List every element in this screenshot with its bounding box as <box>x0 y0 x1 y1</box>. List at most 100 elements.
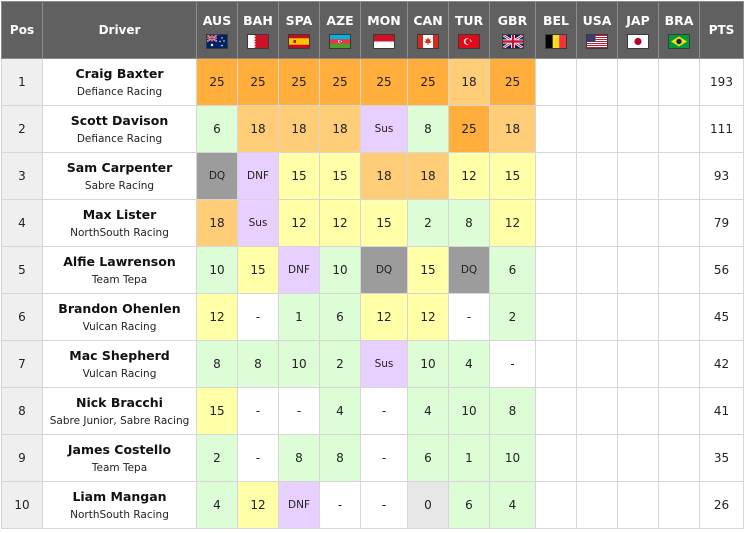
race-result-cell: 8 <box>196 340 238 388</box>
total-points-cell: 35 <box>699 434 744 482</box>
race-result-cell <box>535 434 577 482</box>
driver-cell: Liam Mangan NorthSouth Racing <box>42 481 197 529</box>
race-result-cell <box>576 340 618 388</box>
race-result-cell: 15 <box>237 246 279 294</box>
total-points-cell: 45 <box>699 293 744 341</box>
standings-body: 1 Craig Baxter Defiance Racing 25 25 25 25 25 25… <box>1 58 744 529</box>
team-name: NorthSouth Racing <box>70 226 169 239</box>
race-result-cell: Sus <box>237 199 279 247</box>
race-result-cell: 12 <box>319 199 361 247</box>
race-result-cell: 18 <box>196 199 238 247</box>
race-result-cell <box>658 199 700 247</box>
race-column-header-jap: JAP <box>617 1 659 59</box>
race-code: GBR <box>497 12 528 28</box>
race-result-cell <box>617 152 659 200</box>
race-result-cell: 10 <box>319 246 361 294</box>
race-result-cell <box>658 434 700 482</box>
race-result-cell: 1 <box>448 434 490 482</box>
race-result-cell: DQ <box>196 152 238 200</box>
race-result-cell <box>617 199 659 247</box>
race-result-cell: 15 <box>319 152 361 200</box>
driver-column-header: Driver <box>42 1 197 59</box>
race-result-cell: DQ <box>448 246 490 294</box>
team-name: Team Tepa <box>91 461 148 474</box>
race-column-header-can: CAN <box>407 1 449 59</box>
race-result-cell <box>658 152 700 200</box>
race-result-cell: 15 <box>407 246 449 294</box>
total-points-cell: 26 <box>699 481 744 529</box>
race-code: AUS <box>202 12 232 28</box>
race-result-cell: 12 <box>278 199 320 247</box>
table-row: 9 James Costello Team Tepa 2-8 8-6 1 10 35 <box>1 434 744 482</box>
position-cell: 4 <box>1 199 43 247</box>
race-result-cell: 8 <box>278 434 320 482</box>
total-points-cell: 56 <box>699 246 744 294</box>
driver-name: Brandon Ohenlen <box>58 300 181 316</box>
race-result-cell <box>658 481 700 529</box>
race-result-cell: 12 <box>448 152 490 200</box>
race-column-header-aze: AZE <box>319 1 361 59</box>
uk-flag-icon <box>501 33 524 49</box>
table-row: 2 Scott Davison Defiance Racing 6 18 18 18 Sus 8… <box>1 105 744 153</box>
total-points-cell: 111 <box>699 105 744 153</box>
race-result-cell: 8 <box>237 340 279 388</box>
race-result-cell: 25 <box>196 58 238 106</box>
race-result-cell <box>576 293 618 341</box>
race-result-cell <box>535 246 577 294</box>
driver-cell: Nick Bracchi Sabre Junior, Sabre Racing <box>42 387 197 435</box>
position-cell: 8 <box>1 387 43 435</box>
driver-cell: Alfie Lawrenson Team Tepa <box>42 246 197 294</box>
driver-cell: Brandon Ohenlen Vulcan Racing <box>42 293 197 341</box>
table-row: 1 Craig Baxter Defiance Racing 25 25 25 25 25 25… <box>1 58 744 106</box>
race-code: TUR <box>454 12 484 28</box>
race-result-cell: 18 <box>489 105 536 153</box>
race-result-cell: - <box>237 293 279 341</box>
race-result-cell <box>576 199 618 247</box>
race-result-cell: 10 <box>489 434 536 482</box>
driver-name: Alfie Lawrenson <box>63 253 176 269</box>
pos-column-header: Pos <box>1 1 43 59</box>
race-result-cell <box>617 58 659 106</box>
race-result-cell: - <box>489 340 536 388</box>
table-row: 6 Brandon Ohenlen Vulcan Racing 12-1 6 12 12-2… <box>1 293 744 341</box>
race-result-cell: 15 <box>196 387 238 435</box>
race-result-cell: 8 <box>448 199 490 247</box>
points-column-header: PTS <box>699 1 744 59</box>
race-result-cell <box>576 105 618 153</box>
race-result-cell: 15 <box>360 199 408 247</box>
race-result-cell <box>576 246 618 294</box>
race-result-cell <box>617 387 659 435</box>
race-result-cell <box>617 246 659 294</box>
table-row: 7 Mac Shepherd Vulcan Racing 8 8 10 2 Sus 10 4-42 <box>1 340 744 388</box>
race-result-cell <box>535 58 577 106</box>
driver-cell: Craig Baxter Defiance Racing <box>42 58 197 106</box>
total-points-cell: 93 <box>699 152 744 200</box>
position-cell: 1 <box>1 58 43 106</box>
race-result-cell: 18 <box>237 105 279 153</box>
total-points-cell: 79 <box>699 199 744 247</box>
race-result-cell <box>658 58 700 106</box>
race-result-cell <box>576 434 618 482</box>
race-result-cell: - <box>360 434 408 482</box>
driver-name: Scott Davison <box>70 112 169 128</box>
race-result-cell: 12 <box>196 293 238 341</box>
race-result-cell: 18 <box>360 152 408 200</box>
race-result-cell <box>576 58 618 106</box>
race-result-cell: - <box>360 387 408 435</box>
table-row: 8 Nick Bracchi Sabre Junior, Sabre Racing 1… <box>1 387 744 435</box>
race-result-cell: 15 <box>278 152 320 200</box>
race-result-cell: - <box>237 434 279 482</box>
team-name: Sabre Junior, Sabre Racing <box>49 414 190 427</box>
race-column-header-tur: TUR <box>448 1 490 59</box>
race-code: JAP <box>626 12 650 28</box>
race-result-cell <box>535 387 577 435</box>
race-code: BAH <box>243 12 273 28</box>
table-row: 3 Sam Carpenter Sabre Racing DQ DNF 15 15 18 18 1… <box>1 152 744 200</box>
table-row: 4 Max Lister NorthSouth Racing 18 Sus 12 12 15 2… <box>1 199 744 247</box>
race-result-cell: 12 <box>407 293 449 341</box>
driver-name: Liam Mangan <box>72 488 167 504</box>
race-column-header-bel: BEL <box>535 1 577 59</box>
race-result-cell: 8 <box>489 387 536 435</box>
canada-flag-icon <box>417 33 439 49</box>
